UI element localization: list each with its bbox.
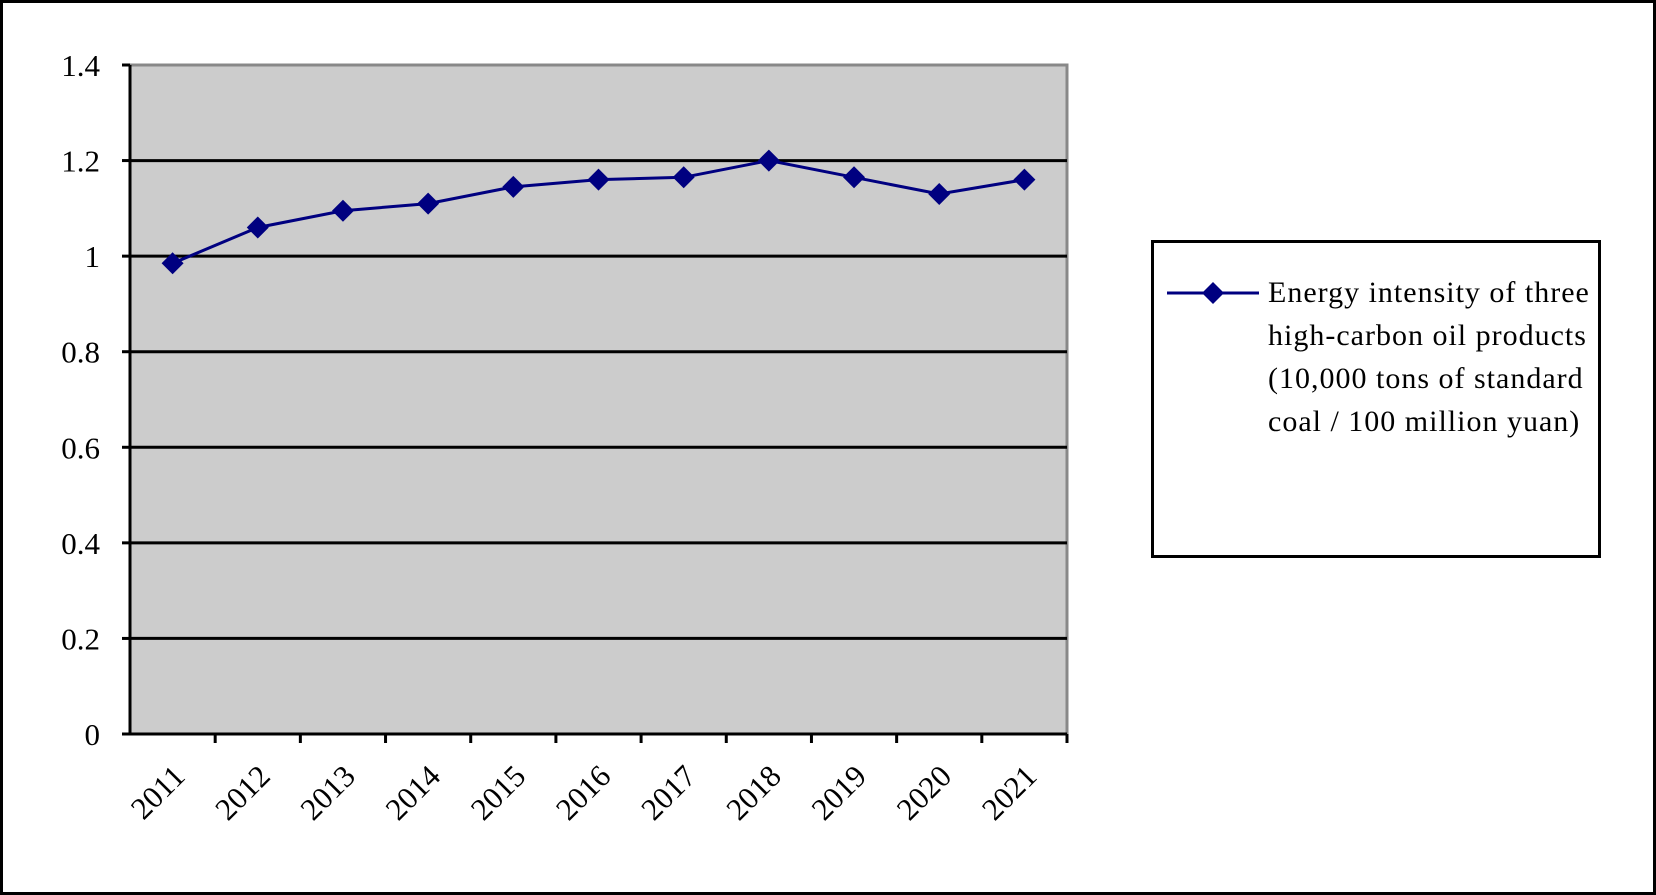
- y-tick-label: 1.2: [61, 144, 100, 179]
- data-point: [843, 166, 866, 189]
- data-point: [161, 252, 184, 275]
- grid: [130, 159, 1067, 640]
- x-tick-label: 2018: [719, 758, 788, 827]
- x-tick-label: 2019: [804, 758, 873, 827]
- data-point: [757, 149, 780, 172]
- y-tick-label: 0.8: [61, 335, 100, 370]
- legend-symbol: [1167, 282, 1259, 304]
- y-tick-label: 1: [85, 239, 101, 274]
- data-point: [246, 216, 269, 239]
- x-tick-label: 2017: [634, 758, 703, 827]
- plot-area: [128, 63, 1069, 736]
- x-tick-label: 2021: [975, 758, 1044, 827]
- data-point: [417, 192, 440, 215]
- y-tick-label: 0.4: [61, 526, 100, 561]
- data-point: [331, 199, 354, 222]
- y-tick-label: 1.4: [61, 48, 100, 83]
- x-tick-label: 2011: [124, 758, 192, 826]
- y-tick-label: 0.6: [61, 430, 100, 465]
- data-point: [1013, 168, 1036, 191]
- legend-marker: [1202, 282, 1224, 304]
- legend-label: Energy intensity of three high-carbon oi…: [1268, 276, 1590, 438]
- marks: [161, 149, 1036, 275]
- x-tick-label: 2013: [293, 758, 362, 827]
- data-point: [672, 166, 695, 189]
- data-point: [502, 175, 525, 198]
- y-tick-label: 0.2: [61, 621, 100, 656]
- x-tick-label: 2016: [549, 758, 618, 827]
- data-point: [587, 168, 610, 191]
- x-tick-label: 2020: [890, 758, 959, 827]
- x-tick-label: 2015: [464, 758, 533, 827]
- data-point: [928, 183, 951, 206]
- legend: Energy intensity of three high-carbon oi…: [1151, 240, 1601, 558]
- x-tick-label: 2014: [378, 758, 447, 827]
- y-tick-label: 0: [85, 717, 101, 752]
- x-tick-label: 2012: [208, 758, 277, 827]
